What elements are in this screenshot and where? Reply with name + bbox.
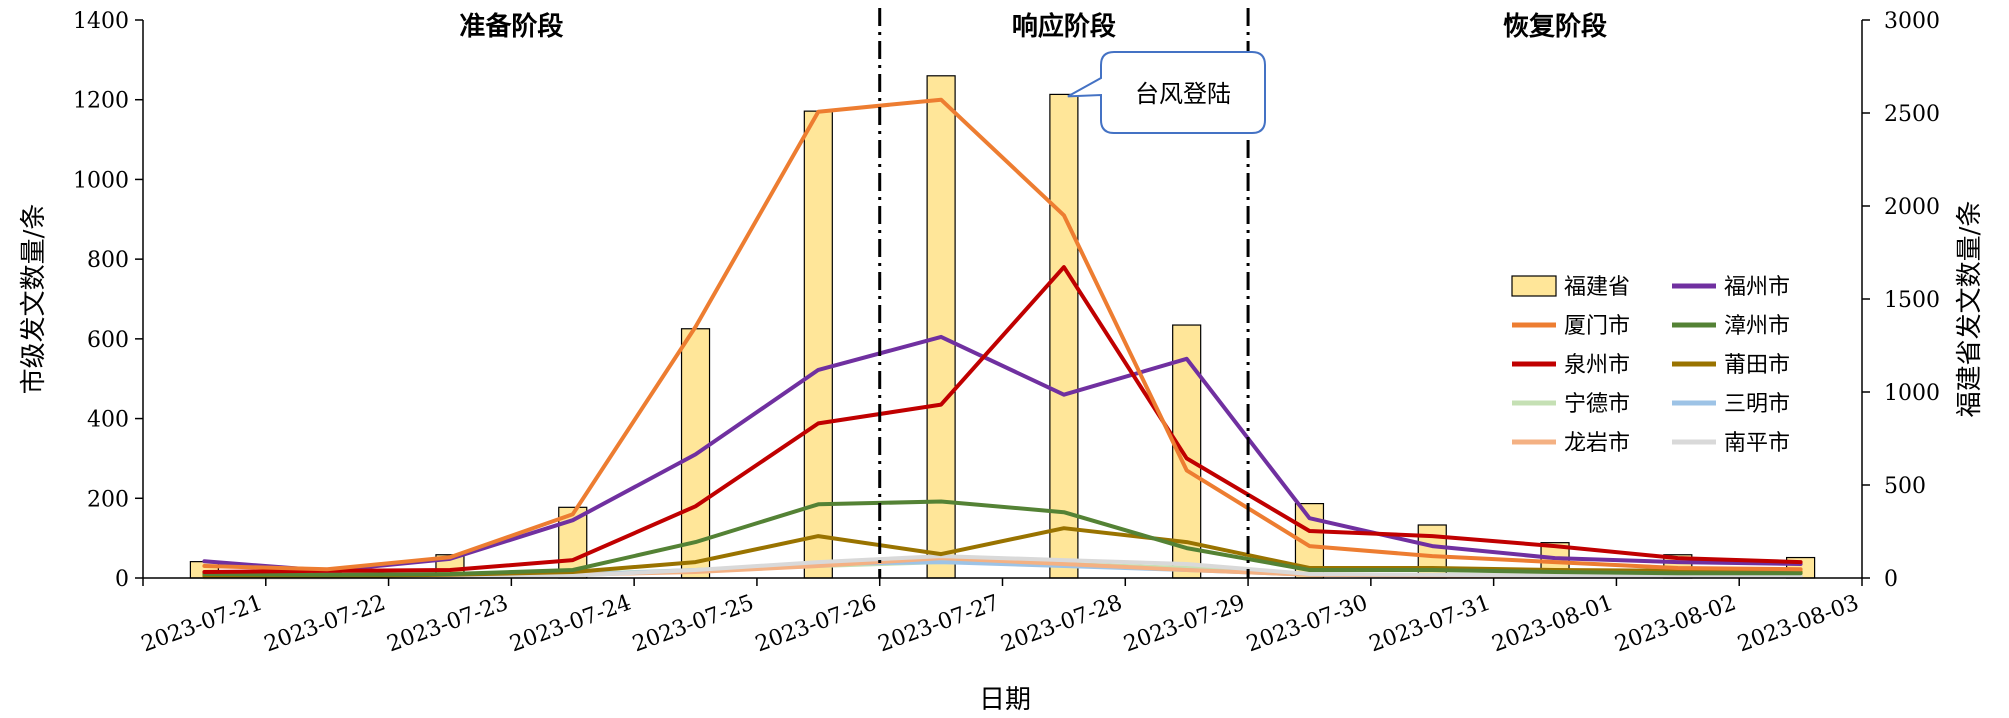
line-漳州市 bbox=[202, 499, 1803, 577]
legend-swatch-福建省 bbox=[1511, 275, 1557, 297]
bar-fujian-2023-07-28 bbox=[1049, 93, 1079, 579]
legend-label-莆田市: 莆田市 bbox=[1724, 353, 1790, 378]
x-tick-label: 2023-07-30 bbox=[1243, 590, 1371, 657]
left-tick-label: 1200 bbox=[73, 89, 129, 114]
callout-text: 台风登陆 bbox=[1135, 80, 1231, 108]
left-tick-label: 800 bbox=[87, 248, 129, 273]
left-tick-label: 1000 bbox=[73, 168, 129, 193]
right-tick-label: 1000 bbox=[1884, 381, 1940, 406]
legend-label-泉州市: 泉州市 bbox=[1564, 353, 1630, 378]
legend-label-宁德市: 宁德市 bbox=[1564, 392, 1630, 417]
x-tick-label: 2023-07-26 bbox=[752, 590, 880, 657]
x-tick-label: 2023-07-24 bbox=[507, 590, 635, 657]
x-tick-label: 2023-07-29 bbox=[1121, 590, 1249, 657]
x-tick-label: 2023-07-25 bbox=[629, 590, 757, 657]
left-tick-label: 600 bbox=[87, 328, 129, 353]
x-tick-label: 2023-07-28 bbox=[998, 590, 1126, 657]
x-tick-label: 2023-07-22 bbox=[261, 590, 389, 657]
right-tick-label: 500 bbox=[1884, 474, 1926, 499]
phase-dividers bbox=[878, 8, 1250, 578]
phase-label: 响应阶段 bbox=[1012, 11, 1116, 42]
x-tick-label: 2023-07-27 bbox=[875, 590, 1003, 657]
x-tick-label: 2023-08-02 bbox=[1612, 590, 1740, 657]
legend-label-厦门市: 厦门市 bbox=[1564, 314, 1630, 339]
landfall-callout: 台风登陆 bbox=[1067, 51, 1266, 134]
callout-bubble bbox=[1067, 51, 1266, 134]
x-tick-label: 2023-07-31 bbox=[1366, 590, 1494, 657]
line-厦门市 bbox=[202, 97, 1803, 572]
legend-label-漳州市: 漳州市 bbox=[1724, 314, 1790, 339]
legend-label-三明市: 三明市 bbox=[1724, 392, 1790, 417]
x-tick-label: 2023-07-23 bbox=[384, 590, 512, 657]
right-tick-label: 2500 bbox=[1884, 102, 1940, 127]
line-南平市 bbox=[202, 554, 1803, 580]
legend-label-福州市: 福州市 bbox=[1724, 275, 1790, 300]
x-axis-title: 日期 bbox=[979, 685, 1031, 715]
legend-label-南平市: 南平市 bbox=[1724, 431, 1790, 456]
left-tick-label: 400 bbox=[87, 408, 129, 433]
phase-label: 恢复阶段 bbox=[1503, 11, 1607, 42]
right-tick-label: 2000 bbox=[1884, 195, 1940, 220]
legend-label-福建省: 福建省 bbox=[1564, 275, 1630, 300]
left-tick-label: 200 bbox=[87, 487, 129, 512]
line-福州市 bbox=[202, 334, 1803, 573]
line-泉州市 bbox=[202, 265, 1803, 574]
right-tick-label: 0 bbox=[1884, 567, 1898, 592]
right-axis-title: 福建省发文数量/条 bbox=[1955, 201, 1985, 418]
phase-label: 准备阶段 bbox=[459, 11, 563, 42]
left-tick-label: 1400 bbox=[73, 9, 129, 34]
x-tick-label: 2023-08-03 bbox=[1735, 590, 1863, 657]
legend-label-龙岩市: 龙岩市 bbox=[1564, 431, 1630, 456]
left-tick-label: 0 bbox=[115, 567, 129, 592]
x-tick-label: 2023-07-21 bbox=[138, 590, 266, 657]
x-tick-label: 2023-08-01 bbox=[1489, 590, 1617, 657]
right-tick-label: 1500 bbox=[1884, 288, 1940, 313]
left-axis-title: 市级发文数量/条 bbox=[19, 204, 49, 395]
lines-layer bbox=[202, 97, 1803, 580]
right-tick-label: 3000 bbox=[1884, 9, 1940, 34]
phase-labels: 准备阶段 响应阶段 恢复阶段 bbox=[459, 11, 1607, 42]
